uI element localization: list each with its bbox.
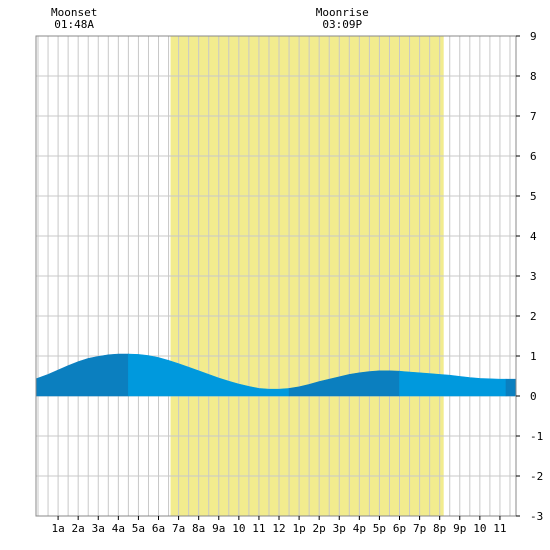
y-tick-label: 9 <box>530 30 537 43</box>
x-tick-label: 1p <box>292 522 305 535</box>
grid-lines <box>36 35 516 517</box>
x-tick-label: 5p <box>373 522 386 535</box>
x-tick-label: 10 <box>473 522 486 535</box>
y-tick-label: 7 <box>530 110 537 123</box>
x-tick-label: 9a <box>212 522 225 535</box>
x-tick-label: 8p <box>433 522 446 535</box>
x-tick-label: 6p <box>393 522 406 535</box>
y-tick-label: 8 <box>530 70 537 83</box>
tide-series <box>35 353 517 397</box>
tide-area-segment <box>399 370 507 397</box>
x-tick-label: 11 <box>493 522 506 535</box>
tide-area-segment <box>128 353 290 397</box>
x-tick-label: 5a <box>132 522 145 535</box>
annotation-label: Moonset <box>51 6 97 19</box>
x-tick-label: 12 <box>272 522 285 535</box>
y-tick-label: 2 <box>530 310 537 323</box>
x-tick-label: 1a <box>51 522 64 535</box>
x-tick-label: 8a <box>192 522 205 535</box>
y-tick-label: 0 <box>530 390 537 403</box>
y-tick-label: -3 <box>530 510 543 523</box>
x-tick-label: 11 <box>252 522 265 535</box>
y-tick-label: -1 <box>530 430 543 443</box>
x-tick-label: 7p <box>413 522 426 535</box>
x-tick-label: 3a <box>92 522 105 535</box>
x-tick-label: 6a <box>152 522 165 535</box>
annotation-label: Moonrise <box>316 6 369 19</box>
y-tick-label: 6 <box>530 150 537 163</box>
x-tick-label: 4p <box>353 522 366 535</box>
y-tick-label: -2 <box>530 470 543 483</box>
tide-area-segment <box>505 378 517 397</box>
x-tick-label: 9p <box>453 522 466 535</box>
tide-area-segment <box>288 370 400 397</box>
y-tick-label: 3 <box>530 270 537 283</box>
x-tick-label: 2p <box>313 522 326 535</box>
x-tick-label: 4a <box>112 522 125 535</box>
x-tick-label: 7a <box>172 522 185 535</box>
annotation-time: 01:48A <box>54 18 94 31</box>
x-tick-label: 2a <box>72 522 85 535</box>
y-tick-label: 4 <box>530 230 537 243</box>
x-axis: 1a 2a 3a 4a 5a 6a 7a 8a 9a 10 11 12 1p 2p 3p 4p 5p 6p 7p 8p… <box>51 516 507 535</box>
y-axis: -3 -2 -1 0 1 2 3 4 5 6 7 8 9 <box>516 30 543 523</box>
x-tick-label: 3p <box>333 522 346 535</box>
y-tick-label: 5 <box>530 190 537 203</box>
x-tick-label: 10 <box>232 522 245 535</box>
annotation-time: 03:09P <box>322 18 362 31</box>
y-tick-label: 1 <box>530 350 537 363</box>
